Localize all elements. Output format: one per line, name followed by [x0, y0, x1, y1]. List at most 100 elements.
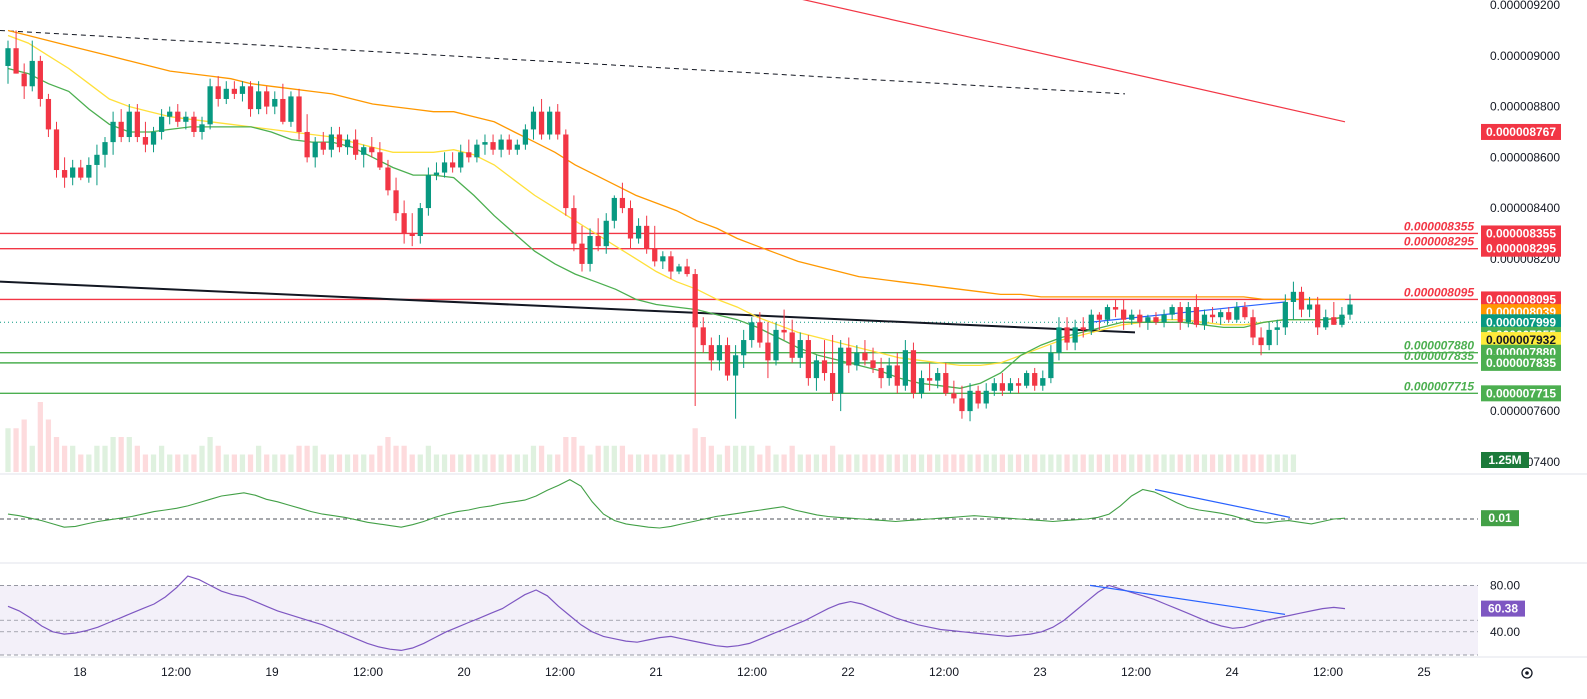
candle-body — [700, 327, 706, 346]
rsi-tag — [1481, 600, 1525, 617]
volume-bar — [183, 454, 189, 472]
volume-bar — [886, 454, 892, 472]
candle-body — [749, 322, 755, 341]
candle-body — [53, 129, 60, 171]
candle-body — [1250, 317, 1256, 338]
volume-bar — [215, 445, 221, 472]
candle-body — [741, 340, 747, 356]
candle-body — [199, 124, 205, 132]
volume-bar — [1048, 454, 1054, 472]
price-tag — [1481, 314, 1561, 331]
volume-bar — [1015, 454, 1022, 472]
momentum-tag — [1481, 510, 1519, 527]
candle-body — [1266, 329, 1272, 346]
volume-bar — [1250, 454, 1256, 472]
volume-bar — [724, 445, 731, 472]
candle-body — [29, 60, 35, 87]
volume-bar — [142, 454, 149, 472]
volume-bar — [1242, 454, 1248, 472]
gear-icon-ring — [1521, 667, 1533, 679]
candle-body — [167, 111, 173, 117]
volume-bar — [78, 454, 84, 472]
candle-body — [1023, 373, 1030, 386]
volume-bar — [821, 454, 828, 472]
candle-body — [514, 144, 520, 150]
volume-bar — [943, 454, 949, 472]
candle-body — [45, 98, 52, 130]
ema-long-line — [7, 29, 1345, 301]
candle-body — [1347, 304, 1353, 315]
candle-body — [21, 73, 27, 87]
volume-bar — [1290, 454, 1297, 472]
volume-bar — [862, 454, 868, 472]
candle-body — [482, 142, 488, 145]
volume-bar — [272, 454, 278, 472]
volume-bar — [829, 445, 836, 472]
candle-body — [1145, 317, 1151, 323]
volume-bar — [644, 454, 650, 472]
volume-bar — [902, 454, 908, 472]
candle-body — [320, 142, 326, 150]
volume-bar — [1121, 454, 1127, 472]
candle-body — [441, 162, 448, 173]
candle-body — [813, 360, 820, 379]
candle-body — [1242, 307, 1248, 318]
candle-body — [1007, 383, 1014, 391]
price-tag-label: 0.000007932 — [1486, 333, 1556, 347]
horizontal-level-label: 0.000007880 — [1404, 339, 1474, 353]
volume-bar — [999, 454, 1006, 472]
volume-bar — [312, 445, 318, 472]
volume-bar — [611, 445, 617, 472]
price-tag-label: 0.000008095 — [1486, 292, 1556, 306]
candle-body — [652, 248, 658, 262]
candle-body — [175, 111, 181, 122]
volume-bar — [1112, 454, 1119, 472]
volume-bar — [417, 454, 423, 472]
candle-body — [1121, 309, 1127, 320]
candle-body — [506, 139, 512, 150]
gear-icon[interactable] — [1521, 667, 1533, 679]
candle-body — [158, 116, 165, 132]
volume-bar — [571, 437, 577, 472]
candle-body — [78, 167, 84, 178]
volume-bar — [110, 437, 116, 472]
time-tick-label: 12:00 — [545, 665, 575, 679]
volume-bar — [1088, 454, 1094, 472]
volume-bar — [369, 454, 375, 472]
candle-body — [878, 367, 884, 379]
candle-body — [312, 142, 318, 158]
volume-bar — [29, 445, 35, 472]
volume-bar — [150, 454, 157, 472]
candle-body — [1290, 291, 1297, 302]
volume-bar — [191, 454, 197, 472]
candle-body — [126, 111, 132, 138]
volume-bar — [603, 445, 609, 472]
rsi-tick-label: 80.00 — [1490, 578, 1520, 592]
candle-body — [272, 98, 278, 107]
volume-bar — [409, 454, 415, 472]
time-tick-label: 25 — [1417, 665, 1431, 679]
volume-bar — [894, 454, 900, 472]
ema-short-line — [7, 67, 1346, 389]
candle-body — [1218, 312, 1224, 318]
volume-bar — [320, 454, 326, 472]
price-tag — [1481, 332, 1561, 349]
candle-body — [280, 98, 286, 122]
volume-bar — [126, 437, 132, 472]
time-tick-label: 18 — [73, 665, 87, 679]
volume-bar — [1234, 454, 1240, 472]
volume-bar — [344, 454, 351, 472]
volume-bar — [207, 437, 213, 472]
volume-bar — [700, 437, 706, 472]
candle-body — [1185, 307, 1191, 323]
volume-bar — [1072, 454, 1078, 472]
candle-body — [13, 48, 19, 74]
volume-bar — [741, 445, 747, 472]
time-tick-label: 20 — [457, 665, 471, 679]
candle-body — [821, 360, 828, 374]
candle-body — [1177, 307, 1183, 323]
candle-body — [336, 134, 343, 148]
horizontal-level-label: 0.000008295 — [1404, 235, 1474, 249]
